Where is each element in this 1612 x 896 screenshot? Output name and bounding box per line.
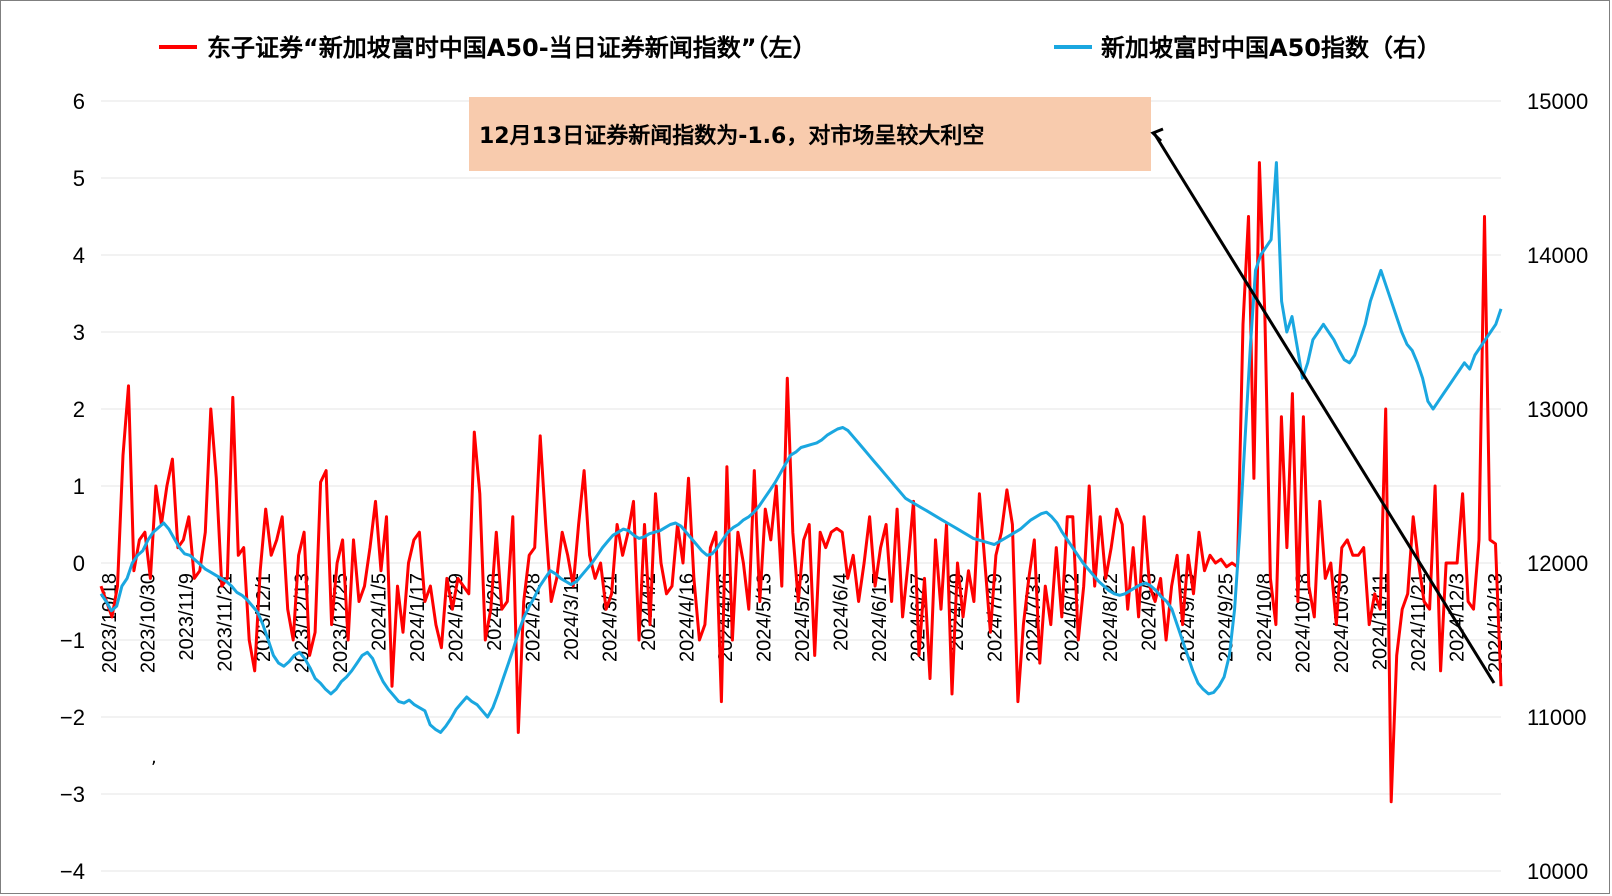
- x-tick-label: 2024/7/19: [985, 573, 1007, 662]
- annotation-text: 12月13日证券新闻指数为-1.6，对市场呈较大利空: [479, 123, 984, 149]
- left-tick-label: 4: [73, 243, 85, 268]
- stray-mark: ,: [151, 747, 157, 768]
- left-tick-label: 0: [73, 551, 85, 576]
- left-axis: 6 5 4 3 2 1 0 −1 −2 −3 −4: [60, 89, 85, 884]
- right-tick-label: 10000: [1527, 859, 1588, 884]
- legend-label-a50-index: 新加坡富时中国A50指数（右）: [1101, 34, 1441, 62]
- left-tick-label: −2: [60, 705, 85, 730]
- x-tick-label: 2024/6/4: [831, 573, 853, 651]
- left-tick-label: 1: [73, 474, 85, 499]
- legend: 东子证券“新加坡富时中国A50-当日证券新闻指数”（左） 新加坡富时中国A50指…: [159, 34, 1441, 62]
- x-tick-label: 2024/3/11: [561, 573, 583, 661]
- left-tick-label: 5: [73, 166, 85, 191]
- x-tick-label: 2024/10/30: [1331, 573, 1353, 673]
- right-axis: 15000 14000 13000 12000 11000 10000: [1527, 89, 1588, 884]
- x-tick-label: 2024/1/5: [369, 573, 391, 651]
- right-tick-label: 15000: [1527, 89, 1588, 114]
- x-tick-label: 2024/2/8: [484, 573, 506, 651]
- series-line-a50-index: [99, 161, 1503, 734]
- legend-label-news-index: 东子证券“新加坡富时中国A50-当日证券新闻指数”（左）: [207, 34, 816, 62]
- gridlines: [101, 100, 1501, 872]
- annotation-arrowhead: [1150, 127, 1164, 143]
- x-tick-label: 2024/1/17: [407, 573, 429, 662]
- left-tick-label: 3: [73, 320, 85, 345]
- x-tick-label: 2024/7/9: [946, 573, 968, 651]
- right-tick-label: 13000: [1527, 397, 1588, 422]
- annotation: 12月13日证券新闻指数为-1.6，对市场呈较大利空: [469, 97, 1496, 684]
- series-lines: [99, 161, 1503, 804]
- left-tick-label: −3: [60, 782, 85, 807]
- left-tick-label: −1: [60, 628, 85, 653]
- annotation-box: [469, 97, 1151, 171]
- right-tick-label: 14000: [1527, 243, 1588, 268]
- x-tick-label: 2024/2/28: [523, 573, 545, 662]
- x-tick-label: 2023/11/21: [215, 573, 237, 672]
- x-tick-label: 2023/11/9: [176, 573, 198, 661]
- x-tick-label: 2024/6/17: [869, 573, 891, 662]
- right-tick-label: 12000: [1527, 551, 1588, 576]
- annotation-arrow: [1152, 132, 1496, 684]
- right-tick-label: 11000: [1527, 705, 1587, 730]
- x-tick-label: 2023/10/30: [138, 573, 160, 673]
- left-tick-label: 2: [73, 397, 85, 422]
- left-tick-label: −4: [60, 859, 85, 884]
- x-tick-label: 2024/5/13: [754, 573, 776, 662]
- series-line-news-index: [99, 161, 1503, 804]
- x-tick-label: 2024/4/16: [677, 573, 699, 662]
- left-tick-label: 6: [73, 89, 85, 114]
- x-tick-label: 2024/10/18: [1293, 573, 1315, 673]
- x-axis: 2023/10/18 2023/10/30 2023/11/9 2023/11/21 2…: [99, 573, 1507, 673]
- x-tick-label: 2024/9/3: [1139, 573, 1161, 651]
- x-tick-label: 2024/12/3: [1447, 573, 1469, 662]
- x-tick-label: 2024/11/21: [1408, 573, 1430, 672]
- x-tick-label: 2024/12/13: [1485, 573, 1507, 673]
- x-tick-label: 2024/10/8: [1254, 573, 1276, 662]
